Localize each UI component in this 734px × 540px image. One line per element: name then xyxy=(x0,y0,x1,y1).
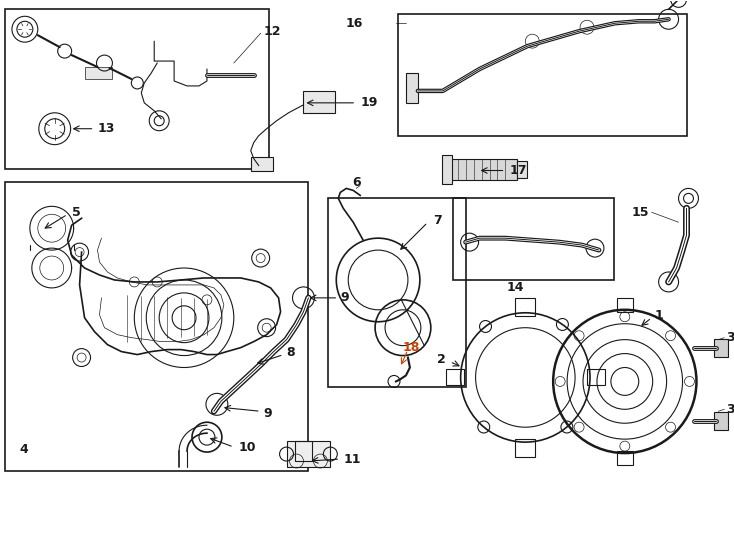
Text: 12: 12 xyxy=(264,25,281,38)
Bar xyxy=(328,198,465,387)
Bar xyxy=(406,73,418,103)
Bar xyxy=(617,451,633,465)
Bar xyxy=(5,9,269,168)
Bar xyxy=(515,439,535,457)
Bar xyxy=(515,298,535,316)
Text: 4: 4 xyxy=(20,443,29,456)
Bar xyxy=(617,298,633,312)
Bar xyxy=(714,339,728,356)
Text: 16: 16 xyxy=(346,17,363,30)
Text: 9: 9 xyxy=(264,407,272,420)
Text: 15: 15 xyxy=(631,206,649,219)
Bar xyxy=(517,160,527,178)
Text: 6: 6 xyxy=(352,176,360,189)
Bar xyxy=(303,91,335,113)
Text: 9: 9 xyxy=(341,292,349,305)
Bar xyxy=(450,159,517,180)
Text: 18: 18 xyxy=(403,341,421,354)
Text: 2: 2 xyxy=(437,353,446,366)
Text: 14: 14 xyxy=(506,281,524,294)
Text: 19: 19 xyxy=(360,96,377,109)
Text: 17: 17 xyxy=(509,164,527,177)
Bar xyxy=(84,67,112,79)
Text: 11: 11 xyxy=(344,453,360,465)
Bar xyxy=(286,441,330,467)
Bar xyxy=(5,183,308,471)
Text: 3: 3 xyxy=(727,403,734,416)
Text: 10: 10 xyxy=(239,441,256,454)
Text: 1: 1 xyxy=(655,309,664,322)
Bar xyxy=(587,369,605,386)
Bar xyxy=(446,369,464,386)
Text: 7: 7 xyxy=(433,214,442,227)
Bar xyxy=(251,157,272,171)
Bar xyxy=(294,441,313,461)
Bar xyxy=(442,154,451,185)
Text: 5: 5 xyxy=(72,206,81,219)
Bar xyxy=(453,198,614,280)
Text: 13: 13 xyxy=(98,122,115,135)
Text: 8: 8 xyxy=(286,346,295,359)
Bar xyxy=(714,412,728,430)
Text: 3: 3 xyxy=(727,331,734,344)
Bar xyxy=(398,14,686,136)
